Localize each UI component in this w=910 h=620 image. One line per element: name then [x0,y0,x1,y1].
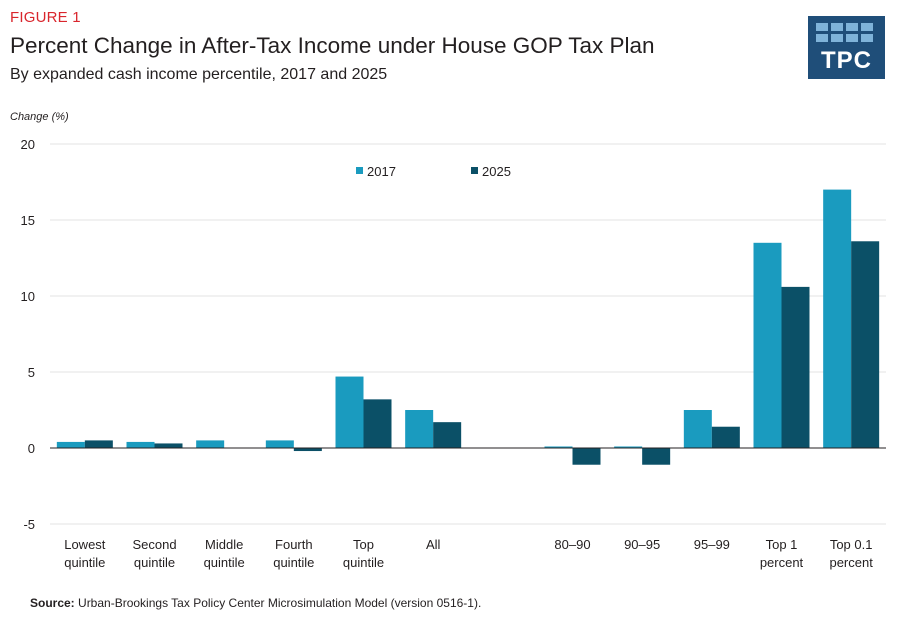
bar-2017 [823,189,852,448]
x-tick-label: Top [353,537,374,552]
x-tick-label: quintile [134,555,175,570]
y-tick-label: 15 [21,213,35,228]
legend-label-2025: 2025 [482,164,511,179]
chart-subtitle: By expanded cash income percentile, 2017… [10,66,388,83]
source-text: Urban-Brookings Tax Policy Center Micros… [74,596,482,610]
x-tick-label: Top 1 [766,537,798,552]
x-tick-label: 95–99 [694,537,730,552]
bar-2025 [433,422,462,448]
bar-2017 [196,440,225,448]
x-tick-label: Middle [205,537,243,552]
y-tick-label: 20 [21,137,35,152]
y-axis-title: Change (%) [10,111,69,123]
bar-2017 [405,410,434,448]
bar-2025 [781,286,810,448]
tpc-logo: TPC [808,16,885,79]
x-tick-label: 90–95 [624,537,660,552]
bar-2017 [544,446,573,448]
source-label: Source: [30,596,75,610]
bar-2017 [753,242,782,448]
x-tick-label: 80–90 [554,537,590,552]
bar-2017 [56,441,85,448]
bar-2017 [126,441,155,448]
x-tick-label: quintile [64,555,105,570]
bar-2017 [683,410,712,448]
bar-2025 [572,448,601,465]
bar-2017 [614,446,643,448]
legend-swatch-2017 [356,167,363,174]
legend-label-2017: 2017 [367,164,396,179]
x-tick-label: percent [829,555,873,570]
y-tick-label: -5 [23,517,35,532]
source-note: Source: Urban-Brookings Tax Policy Cente… [30,596,481,610]
bar-2025 [711,426,740,448]
bar-2025 [293,448,322,452]
y-tick-label: 5 [28,365,35,380]
x-tick-label: quintile [343,555,384,570]
bar-2025 [363,399,392,448]
x-tick-label: Fourth [275,537,313,552]
x-tick-label: percent [760,555,804,570]
chart-title: Percent Change in After-Tax Income under… [10,33,655,58]
figure-label: FIGURE 1 [10,9,81,26]
x-tick-label: Lowest [64,537,106,552]
legend-swatch-2025 [471,167,478,174]
bar-2025 [84,440,113,448]
bar-2017 [335,376,364,448]
bar-2025 [642,448,671,465]
x-tick-label: Second [132,537,176,552]
logo-grid-icon [816,23,873,42]
x-tick-label: quintile [273,555,314,570]
bar-chart: -5 0 5 10 15 20 Change (%) Lowest quintile Second… [10,111,886,570]
bar-2017 [265,440,294,448]
y-tick-label: 0 [28,441,35,456]
x-tick-label: Top 0.1 [830,537,873,552]
bar-2025 [154,443,183,448]
y-tick-label: 10 [21,289,35,304]
x-tick-label: quintile [204,555,245,570]
logo-text: TPC [821,47,872,74]
x-tick-label: All [426,537,441,552]
bar-2025 [851,241,880,448]
